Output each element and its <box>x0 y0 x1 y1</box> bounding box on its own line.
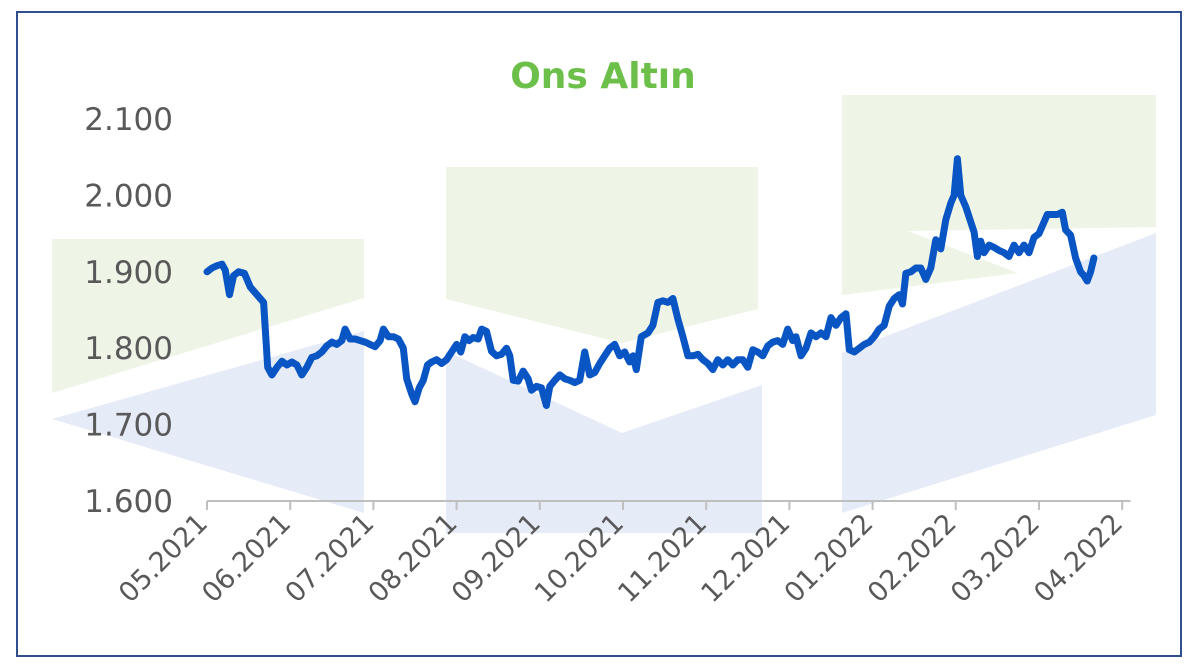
y-axis-ticks: 1.600 1.700 1.800 1.900 2.000 2.100 <box>84 102 173 520</box>
watermark-blue-shape-3 <box>842 233 1156 513</box>
chart-title: Ons Altın <box>510 56 696 97</box>
watermark-green-shape-1 <box>52 239 364 393</box>
watermark-blue-shape-1 <box>52 331 364 513</box>
watermark-green-shape-2 <box>446 167 758 343</box>
x-tick-label: 04.2022 <box>1028 508 1129 609</box>
y-tick-label: 1.700 <box>84 408 173 444</box>
x-tick-label: 02.2022 <box>862 508 963 609</box>
series-line-gold-price <box>203 155 1098 409</box>
background-logo-watermark <box>52 95 1156 533</box>
x-tick-label: 01.2022 <box>779 508 880 609</box>
x-tick-label: 08.2021 <box>363 508 464 609</box>
x-axis <box>206 500 1131 510</box>
series-layer <box>203 155 1098 409</box>
x-tick-label: 03.2022 <box>945 508 1046 609</box>
y-tick-label: 2.100 <box>84 102 173 138</box>
x-axis-ticks: 05.202106.202107.202108.202109.202110.20… <box>113 508 1129 609</box>
y-tick-label: 1.600 <box>84 484 173 520</box>
y-tick-label: 1.800 <box>84 331 173 367</box>
x-tick-label: 06.2021 <box>196 508 297 609</box>
x-tick-label: 05.2021 <box>113 508 214 609</box>
y-tick-label: 1.900 <box>84 255 173 291</box>
x-tick-label: 07.2021 <box>279 508 380 609</box>
chart-canvas: Ons Altın 1.600 1.700 1.800 1.900 2.000 2.100… <box>52 56 1156 609</box>
watermark-blue-shape-2 <box>446 351 762 533</box>
watermark-green-shape-3 <box>842 95 1156 295</box>
y-tick-label: 2.000 <box>84 178 173 214</box>
chart-frame: Ons Altın 1.600 1.700 1.800 1.900 2.000 2.100… <box>16 11 1182 657</box>
